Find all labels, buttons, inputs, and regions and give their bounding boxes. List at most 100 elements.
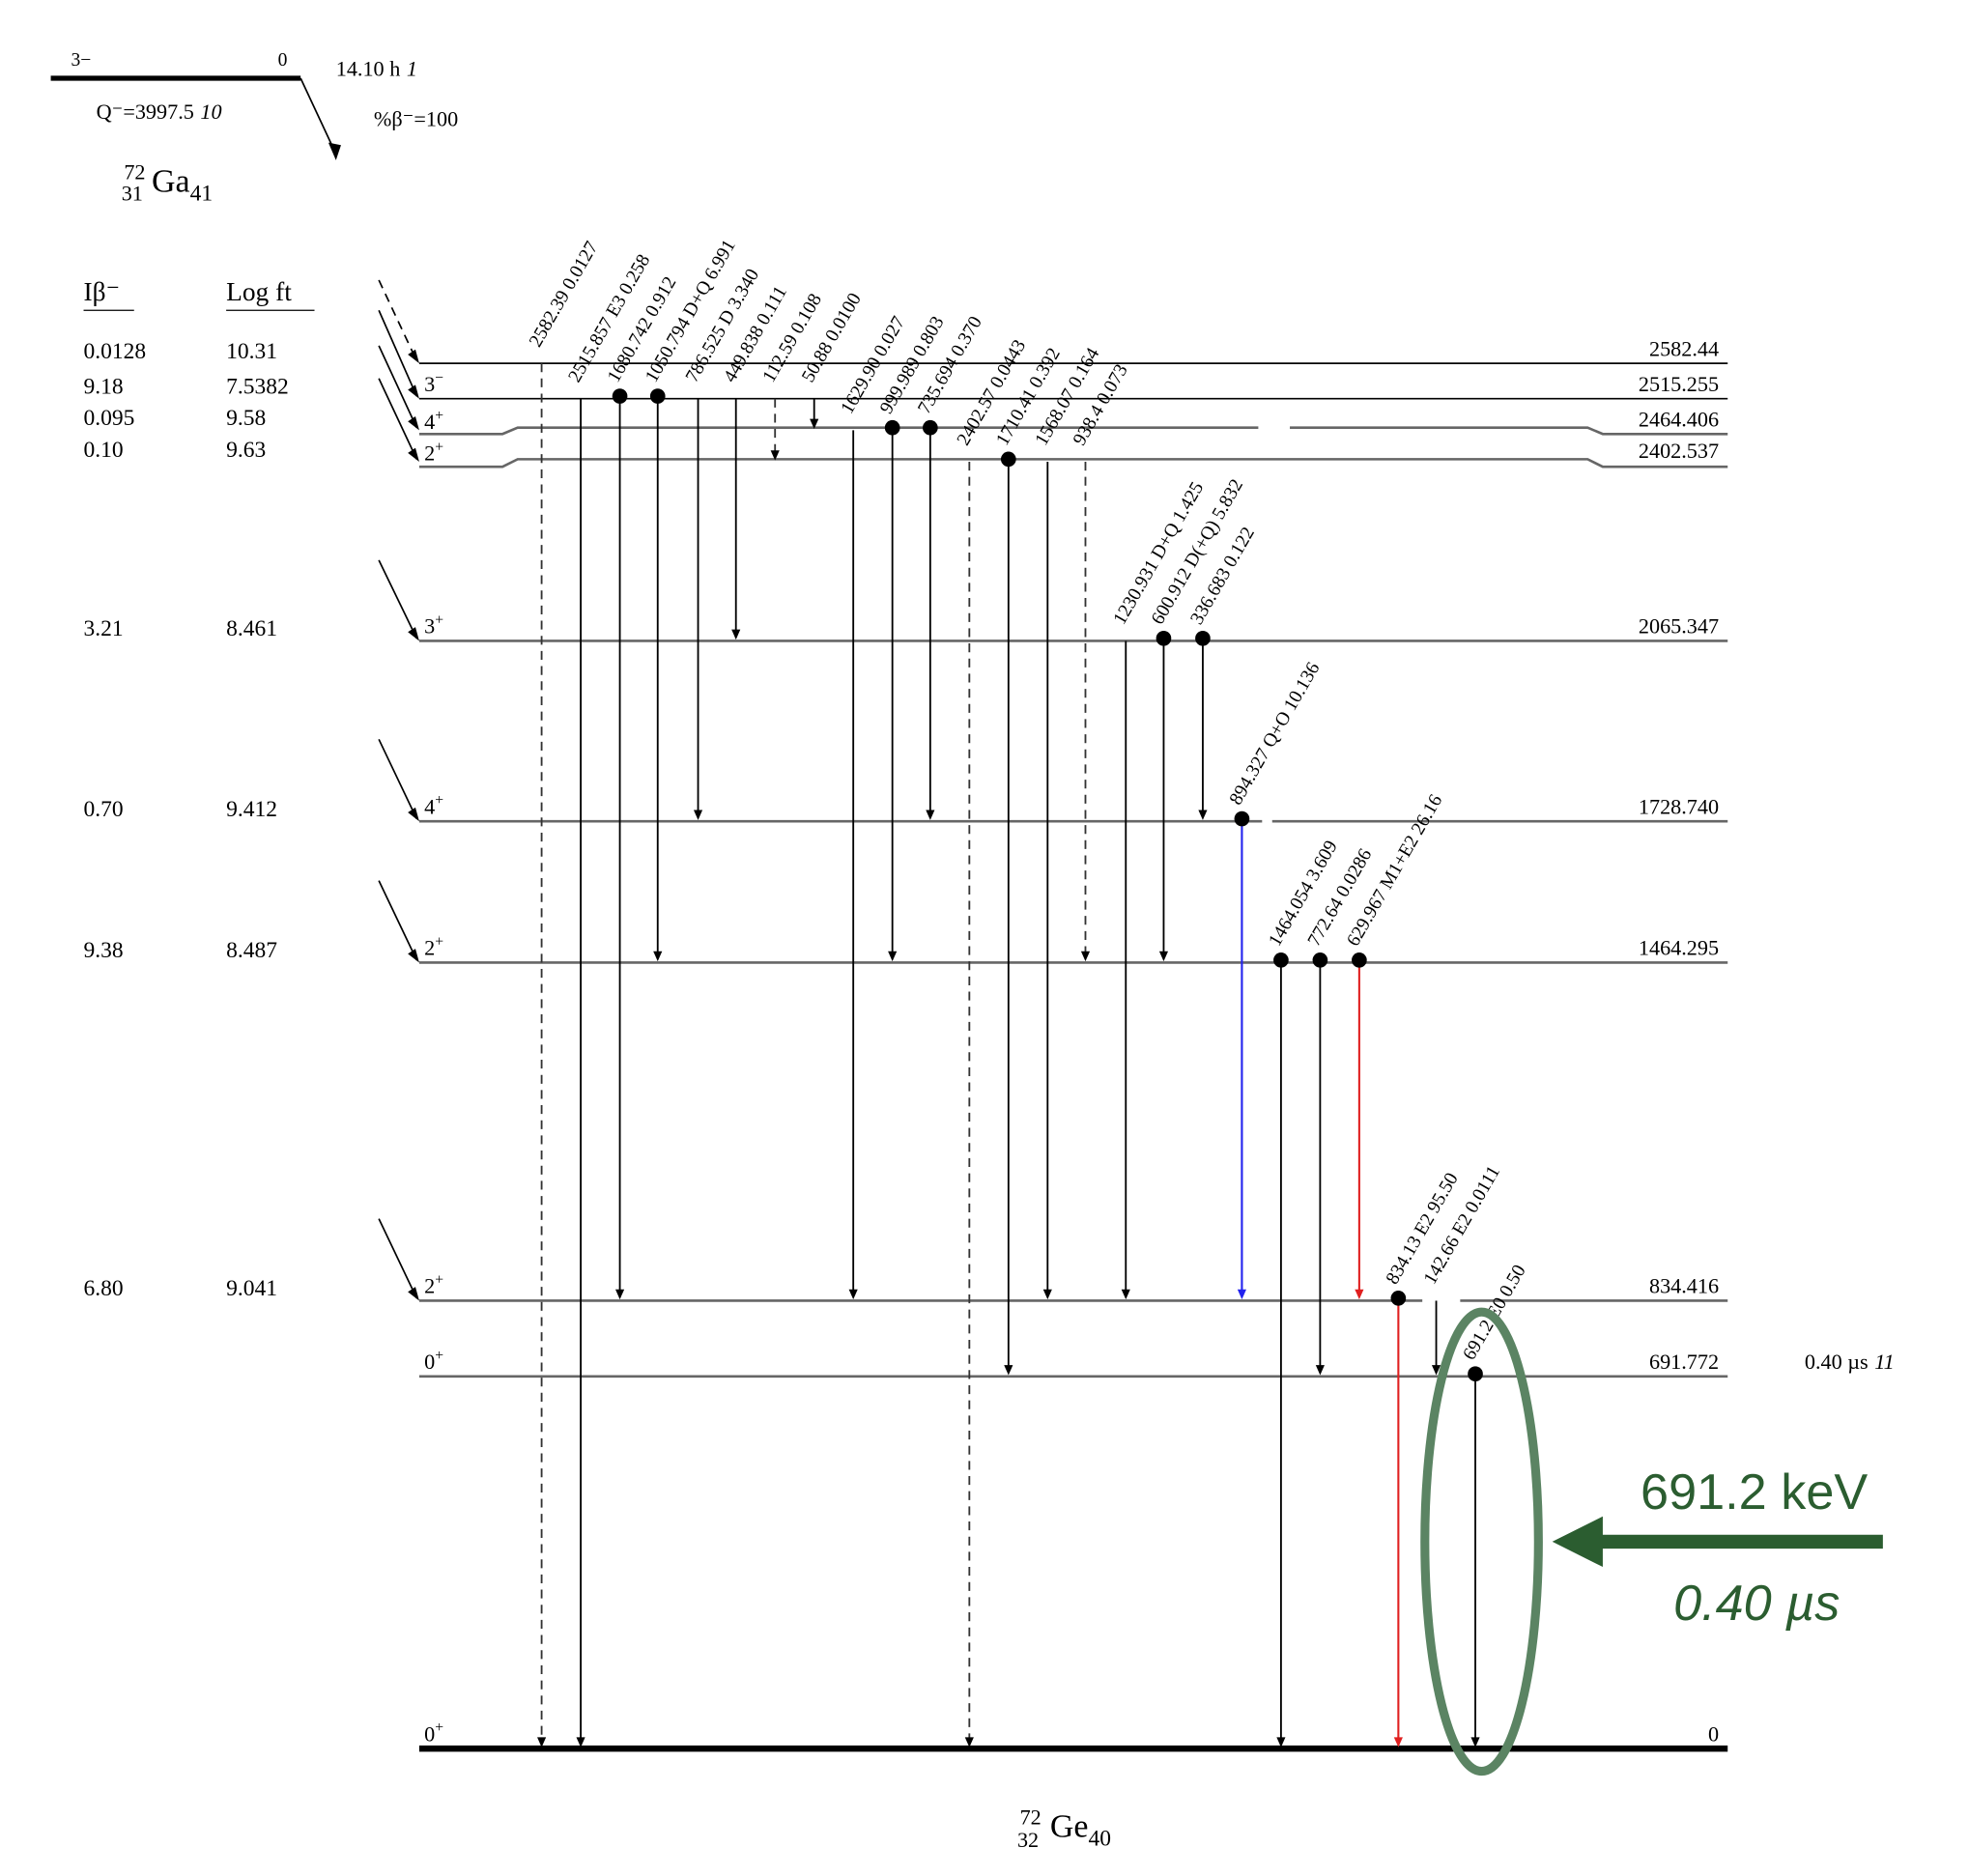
transition-dot [1390,1291,1407,1306]
logft-header: Log ft [226,277,292,306]
transition-dot [1234,810,1250,827]
transition-dot [1352,952,1367,968]
transition-arrowhead [770,450,780,461]
transition-dot [612,388,628,404]
parent-decay-arrowhead [328,142,341,160]
level-energy: 691.772 [1649,1350,1719,1374]
transition-arrowhead [693,810,703,820]
beta-arrowhead [408,627,419,641]
ib-value: 6.80 [84,1276,124,1301]
beta-arrowhead [408,415,419,431]
level-line [418,458,1728,469]
logft-value: 9.63 [226,438,266,463]
beta-arrow [378,309,418,397]
level-energy: 2065.347 [1639,614,1719,639]
transition-arrowhead [731,629,741,640]
transition-dot [1156,630,1172,646]
transition-arrowhead [1121,1289,1130,1300]
transition-arrowhead [537,1737,547,1748]
level-spin: 4+ [424,408,443,434]
transition-dot [923,419,938,436]
beta-arrowhead [408,807,419,822]
level-line [418,426,1259,436]
transition-dot [1273,952,1289,968]
parent-mass-number: 72 [124,159,145,184]
level-energy: 1464.295 [1639,936,1719,960]
ib-value: 9.38 [84,938,124,963]
transition-arrowhead [653,951,663,962]
level-spin: 2+ [424,933,443,959]
transition-dot [884,419,900,436]
daughter-atomic-number: 32 [1017,1828,1039,1852]
level-energy: 2402.537 [1639,439,1719,463]
level-spin: 4+ [424,792,443,818]
transition-arrowhead [964,1737,974,1748]
column-headers: Iβ⁻ Log ft [83,277,315,311]
transition-arrowhead [1393,1737,1403,1748]
beta-feeding-arrows [378,279,419,1301]
beta-arrow [378,345,418,429]
level-spin: 0+ [424,1348,443,1374]
ib-value: 0.70 [84,797,124,822]
level-line [1290,426,1728,436]
ib-header: Iβ⁻ [84,277,121,306]
transition-arrowhead [1355,1289,1364,1300]
transition-dot [1312,952,1328,968]
annotation-energy: 691.2 keV [1641,1464,1868,1521]
beta-arrow [378,559,418,640]
beta-arrowhead [408,949,419,963]
beta-arrow [378,738,418,819]
level-energy: 834.416 [1649,1274,1719,1298]
logft-value: 8.487 [226,938,277,963]
beta-arrow [378,880,418,961]
transition-arrowhead [1198,810,1208,820]
transition-arrowhead [888,951,898,962]
transition-arrowhead [614,1289,625,1300]
beta-arrow [378,1218,418,1299]
transition-arrowhead [1042,1289,1052,1300]
parent-atomic-number: 31 [122,182,143,206]
logft-value: 7.5382 [226,374,289,399]
level-spin: 0+ [424,1720,443,1746]
ib-value: 0.095 [84,406,135,431]
parent-nuclide: Ga41 [152,164,213,207]
parent-energy: 0 [278,50,288,71]
logft-value: 9.041 [226,1276,277,1301]
transition-arrowhead [1276,1737,1286,1748]
transition-dot [1195,630,1211,646]
level-energy: 2582.44 [1649,336,1719,360]
logft-value: 8.461 [226,616,277,641]
daughter-nuclide: Ge40 [1050,1809,1111,1852]
logft-value: 10.31 [226,339,277,364]
daughter-nucleus: Ge40 72 32 [1017,1805,1111,1852]
parent-spin: 3− [71,50,91,71]
transition-arrowhead [1431,1365,1441,1376]
transition-arrowhead [1080,951,1091,962]
transition-dot [1468,1366,1483,1382]
beta-arrowhead [408,1287,419,1301]
beta-arrow [378,279,418,361]
level-energy: 1728.740 [1639,794,1719,818]
beta-arrowhead [408,349,419,364]
beta-arrow [378,378,418,460]
logft-value: 9.412 [226,797,277,822]
level-halflife: 0.40 µs 11 [1805,1350,1895,1374]
level-energy: 2464.406 [1639,407,1719,431]
transition-arrowhead [576,1737,585,1748]
transition-dot [649,388,666,404]
ib-value: 0.10 [84,438,124,463]
parent-decay-mode: %β⁻=100 [374,107,458,131]
transition-arrowhead [1237,1289,1246,1300]
ib-value: 0.0128 [84,339,147,364]
level-energy: 2515.255 [1639,372,1719,396]
transition-arrowhead [1004,1365,1013,1376]
transition-label: 894.327 Q+O 10.136 [1226,659,1325,809]
highlight-annotation: 691.2 keV 0.40 µs [1420,1307,1883,1777]
parent-q-value: Q⁻=3997.5 10 [97,99,222,124]
transition-arrowhead [1470,1737,1480,1748]
parent-decay-arrow [300,77,337,155]
